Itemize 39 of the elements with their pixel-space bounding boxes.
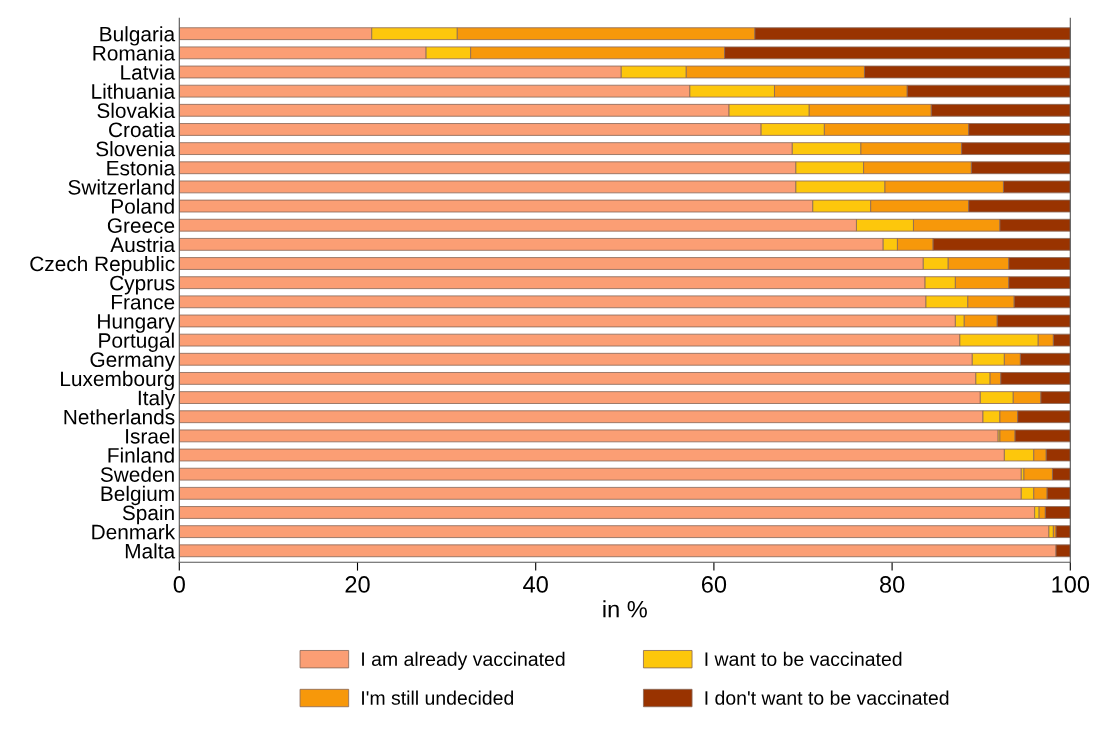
y-tick-label: Cyprus (110, 275, 175, 295)
y-tick-label: Estonia (107, 160, 176, 176)
x-tick-label: 20 (345, 576, 370, 593)
y-tick-label: Germany (90, 352, 176, 372)
y-tick-label: Sweden (100, 466, 174, 482)
legend-label: I am already vaccinated (362, 651, 565, 670)
y-tick-label: Belgium (101, 485, 174, 506)
y-tick-label: Latvia (121, 64, 176, 80)
y-tick-label: Finland (108, 447, 174, 463)
y-tick-label: Malta (125, 543, 176, 559)
y-tick-label: Denmark (92, 524, 176, 540)
legend-label: I'm still undecided (362, 690, 514, 705)
y-tick-label: Luxembourg (61, 370, 174, 391)
y-tick-label: Portugal (99, 332, 174, 352)
legend-label: I don't want to be vaccinated (705, 690, 949, 705)
y-tick-label: Switzerland (68, 179, 174, 195)
y-tick-label: Spain (122, 504, 174, 525)
y-tick-label: Slovakia (97, 102, 176, 119)
x-tick-label: 40 (523, 576, 548, 593)
y-tick-label: Croatia (109, 121, 176, 138)
y-tick-label: Greece (107, 218, 175, 233)
x-tick-label: 100 (1052, 576, 1090, 593)
x-tick-label: 60 (701, 576, 727, 593)
y-tick-label: Czech Republic (30, 255, 175, 276)
x-tick-label: 0 (173, 576, 185, 593)
y-tick-label: Poland (111, 198, 174, 214)
y-tick-label: Israel (126, 428, 174, 444)
x-axis-title: in % (603, 600, 647, 618)
legend-label: I want to be vaccinated (705, 651, 902, 667)
y-tick-label: Slovenia (96, 141, 176, 157)
y-tick-label: Bulgaria (100, 26, 176, 46)
y-tick-label: Hungary (98, 314, 176, 333)
y-tick-label: Romania (93, 45, 176, 61)
y-tick-label: Netherlands (64, 409, 175, 425)
y-tick-label: Austria (110, 236, 176, 253)
y-tick-label: Lithuania (92, 83, 176, 99)
x-tick-label: 80 (880, 576, 905, 593)
y-tick-label: Italy (138, 390, 176, 410)
y-tick-label: France (112, 295, 175, 310)
